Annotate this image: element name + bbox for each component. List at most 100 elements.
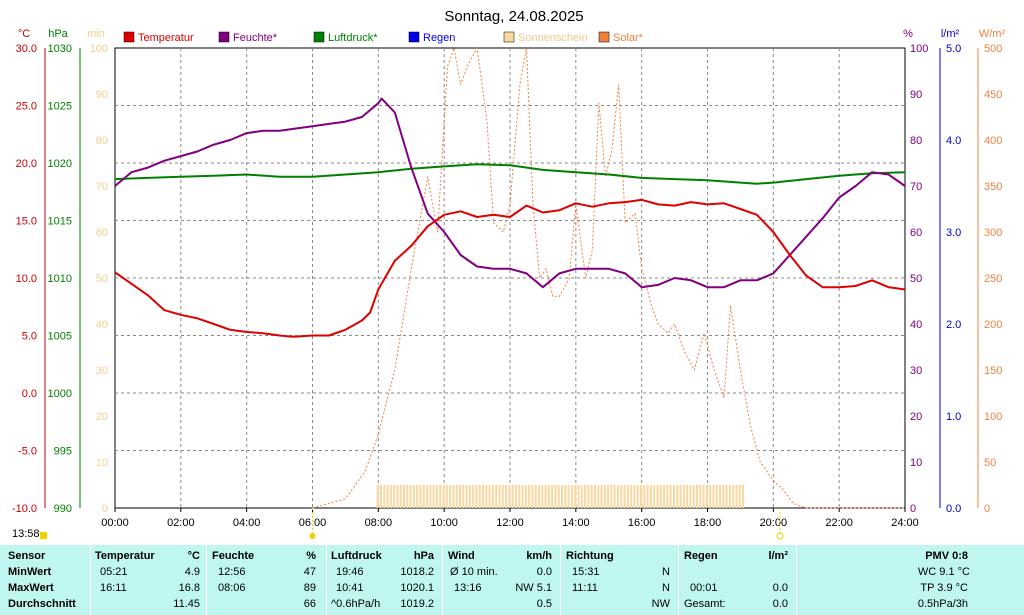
sunshine-bar [656, 485, 659, 508]
axis-tick-rain: 5.0 [946, 43, 961, 55]
legend-swatch [408, 31, 420, 43]
axis-tick-rain: 3.0 [946, 227, 961, 239]
sunshine-bar [508, 485, 511, 508]
wind-max-time: 13:16 [454, 582, 482, 594]
axis-tick-minutes: 20 [96, 411, 108, 423]
sunshine-bar [452, 485, 455, 508]
axis-tick-pressure: 1005 [48, 331, 72, 343]
sunshine-bar [478, 485, 481, 508]
sunshine-bars [376, 485, 745, 508]
axis-unit-rain: l/m² [941, 28, 960, 40]
axis-tick-pressure: 1015 [48, 216, 72, 228]
sunshine-bar [439, 485, 442, 508]
chart-title: Sonntag, 24.08.2025 [444, 8, 583, 25]
axis-tick-solar: 100 [984, 411, 1002, 423]
sunshine-bar [616, 485, 619, 508]
sunshine-bar [567, 485, 570, 508]
sunshine-bar [458, 485, 461, 508]
axis-tick-minutes: 30 [96, 365, 108, 377]
sunshine-bar [393, 485, 396, 508]
sunshine-bar [488, 485, 491, 508]
series-lines [114, 47, 906, 509]
humidity-min: 47 [303, 566, 316, 578]
updated-time: 13:58 [12, 528, 40, 540]
sunshine-bar [607, 485, 610, 508]
axis-tick-rain: 4.0 [946, 135, 961, 147]
humidity-avg: 66 [303, 598, 316, 610]
axis-tick-minutes: 40 [96, 319, 108, 331]
wind-header: Wind [448, 550, 475, 562]
axis-tick-humidity: 40 [910, 319, 922, 331]
sunshine-bar [613, 485, 616, 508]
axis-unit-temp: °C [18, 28, 30, 40]
sunshine-bar [403, 485, 406, 508]
sunshine-bar [518, 485, 521, 508]
axis-tick-temp: 25.0 [16, 101, 37, 113]
sunshine-bar [649, 485, 652, 508]
sunshine-bar [514, 485, 517, 508]
sunshine-bar [587, 485, 590, 508]
sunshine-bar [551, 485, 554, 508]
pmv-wc: WC 9.1 °C [917, 566, 970, 578]
sunshine-bar [623, 485, 626, 508]
x-tick-label: 00:00 [101, 517, 129, 529]
sunshine-bar [383, 485, 386, 508]
sunshine-bar [462, 485, 465, 508]
sunshine-bar [435, 485, 438, 508]
sunshine-bar [689, 485, 692, 508]
x-tick-label: 10:00 [430, 517, 458, 529]
temp-max-time: 16:11 [100, 582, 127, 594]
pressure-unit: hPa [413, 550, 434, 562]
sunshine-bar [699, 485, 702, 508]
legend-swatch [313, 31, 325, 43]
sunshine-bar [719, 485, 722, 508]
sunshine-bar [620, 485, 623, 508]
sunshine-bar [705, 485, 708, 508]
sunshine-bar [686, 485, 689, 508]
axis-unit-humidity: % [903, 28, 913, 40]
sunshine-bar [416, 485, 419, 508]
x-tick-label: 22:00 [825, 517, 853, 529]
axis-tick-humidity: 100 [910, 43, 928, 55]
axis-tick-solar: 500 [984, 43, 1002, 55]
x-tick-label: 02:00 [167, 517, 195, 529]
sunshine-bar [511, 485, 514, 508]
sunshine-bar [682, 485, 685, 508]
sunshine-bar [482, 485, 485, 508]
sunshine-bar [574, 485, 577, 508]
sunshine-bar [584, 485, 587, 508]
rain-total: 0.0 [772, 598, 788, 610]
pmv-tp: TP 3.9 °C [920, 582, 968, 594]
sunshine-bar [468, 485, 471, 508]
sunshine-bar [554, 485, 557, 508]
direction-min-time: 15:31 [572, 566, 600, 578]
sunshine-bar [725, 485, 728, 508]
axis-tick-humidity: 70 [910, 181, 922, 193]
sunshine-bar [593, 485, 596, 508]
axis-tick-minutes: 10 [96, 457, 108, 469]
axis-tick-temp: -5.0 [18, 446, 37, 458]
x-tick-label: 18:00 [694, 517, 722, 529]
axis-tick-humidity: 20 [910, 411, 922, 423]
sunshine-bar [544, 485, 547, 508]
sunshine-bar [429, 485, 432, 508]
x-tick-label: 14:00 [562, 517, 590, 529]
sunshine-bar [449, 485, 452, 508]
sunshine-bar [406, 485, 409, 508]
sunshine-bar [633, 485, 636, 508]
sunshine-bar [412, 485, 415, 508]
sunshine-bar [695, 485, 698, 508]
sunshine-bar [679, 485, 682, 508]
chart-axes: 30.025.020.015.010.05.00.0-5.0-10.0°C103… [12, 28, 1006, 540]
x-tick-label: 24:00 [891, 517, 919, 529]
sunshine-bar [379, 485, 382, 508]
axis-unit-solar: W/m² [979, 28, 1006, 40]
axis-tick-pressure: 1030 [48, 43, 72, 55]
wind-min-label: Ø 10 min. [450, 566, 498, 578]
axis-tick-minutes: 70 [96, 181, 108, 193]
humidity-max-time: 08:06 [218, 582, 246, 594]
legend-swatch [123, 31, 135, 43]
series-line-temperatur [114, 198, 906, 338]
sunshine-bar [561, 485, 564, 508]
legend-label: Regen [423, 32, 455, 44]
